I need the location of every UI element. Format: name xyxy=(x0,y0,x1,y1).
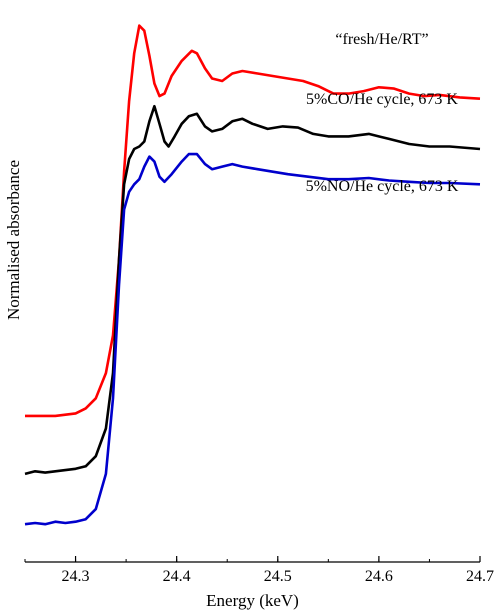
x-tick-label: 24.6 xyxy=(365,568,393,585)
series-group xyxy=(24,24,481,526)
x-tick-label: 24.4 xyxy=(163,568,191,585)
y-axis-label: Normalised absorbance xyxy=(4,160,23,320)
series-line-2 xyxy=(24,152,481,526)
series-line-0 xyxy=(25,24,481,418)
x-tick-label: 24.3 xyxy=(62,568,90,585)
annotations: “fresh/He/RT” 5%CO/He cycle, 673 K 5%NO/He… xyxy=(306,31,459,195)
x-tick-label: 24.7 xyxy=(466,568,494,585)
series-annotation-0: “fresh/He/RT” xyxy=(335,31,428,48)
x-tick-label: 24.5 xyxy=(264,568,292,585)
series-annotation-2: 5%NO/He cycle, 673 K xyxy=(306,178,459,195)
series-line-1 xyxy=(24,104,481,476)
series-annotation-1: 5%CO/He cycle, 673 K xyxy=(306,91,458,108)
x-axis-label: Energy (keV) xyxy=(206,591,299,610)
x-ticks: 24.3 24.4 24.5 24.6 24.7 xyxy=(24,556,494,585)
